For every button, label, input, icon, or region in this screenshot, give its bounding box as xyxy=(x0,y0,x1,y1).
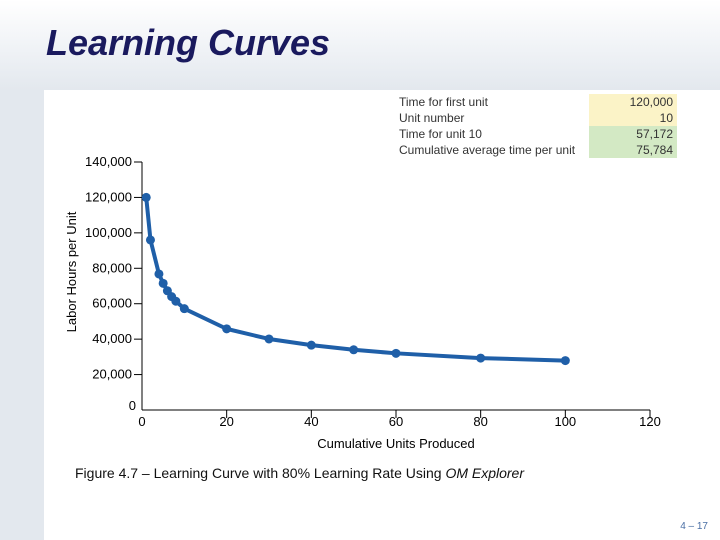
x-tick-label: 20 xyxy=(219,414,233,429)
y-tick-label: 80,000 xyxy=(92,260,132,275)
data-point xyxy=(349,345,359,355)
left-band xyxy=(0,90,44,540)
data-point xyxy=(264,334,274,344)
y-tick-label: 60,000 xyxy=(92,296,132,311)
info-label: Unit number xyxy=(399,111,465,125)
title-band xyxy=(0,0,720,90)
data-point xyxy=(391,348,401,358)
x-tick-label: 40 xyxy=(304,414,318,429)
y-tick-label: 120,000 xyxy=(85,189,132,204)
y-tick-label: 140,000 xyxy=(85,154,132,169)
y-axis-title: Labor Hours per Unit xyxy=(64,211,79,332)
y-tick-label: 100,000 xyxy=(85,225,132,240)
slide-title: Learning Curves xyxy=(46,22,331,63)
data-point xyxy=(158,278,168,288)
info-row: Time for first unit 120,000 xyxy=(395,94,677,110)
info-value: 75,784 xyxy=(589,142,677,158)
info-label: Time for unit 10 xyxy=(399,127,482,141)
info-value: 120,000 xyxy=(589,94,677,110)
learning-curve-line xyxy=(144,195,568,363)
data-point xyxy=(171,296,181,306)
page-number: 4 – 17 xyxy=(680,521,708,532)
data-point xyxy=(141,192,151,202)
content-panel xyxy=(44,90,720,540)
info-value: 10 xyxy=(589,110,677,126)
data-point xyxy=(476,353,486,363)
info-table: Time for first unit 120,000 Unit number 10 T… xyxy=(395,94,677,158)
info-row: Time for unit 10 57,172 xyxy=(395,126,677,142)
caption-software: OM Explorer xyxy=(445,465,525,481)
info-row: Unit number 10 xyxy=(395,110,677,126)
x-tick-label: 100 xyxy=(554,414,576,429)
data-point xyxy=(145,235,155,245)
info-row: Cumulative average time per unit 75,784 xyxy=(395,142,677,158)
x-tick-label: 60 xyxy=(389,414,403,429)
figure-caption: Figure 4.7 – Learning Curve with 80% Lea… xyxy=(75,465,524,481)
data-point xyxy=(306,340,316,350)
x-tick-label: 0 xyxy=(138,414,145,429)
caption-text: Figure 4.7 – Learning Curve with 80% Lea… xyxy=(75,465,446,481)
x-tick-label: 80 xyxy=(473,414,487,429)
data-point xyxy=(560,356,570,366)
y-tick-label: 40,000 xyxy=(92,331,132,346)
y-tick-label: 20,000 xyxy=(92,367,132,382)
info-label: Time for first unit xyxy=(399,95,488,109)
info-label: Cumulative average time per unit xyxy=(399,143,576,157)
x-axis-title: Cumulative Units Produced xyxy=(317,436,475,451)
data-point xyxy=(179,304,189,314)
info-value: 57,172 xyxy=(589,126,677,142)
data-point xyxy=(154,269,164,279)
data-point xyxy=(222,324,232,334)
y-tick-label: 0 xyxy=(129,398,136,413)
x-tick-label: 120 xyxy=(639,414,661,429)
